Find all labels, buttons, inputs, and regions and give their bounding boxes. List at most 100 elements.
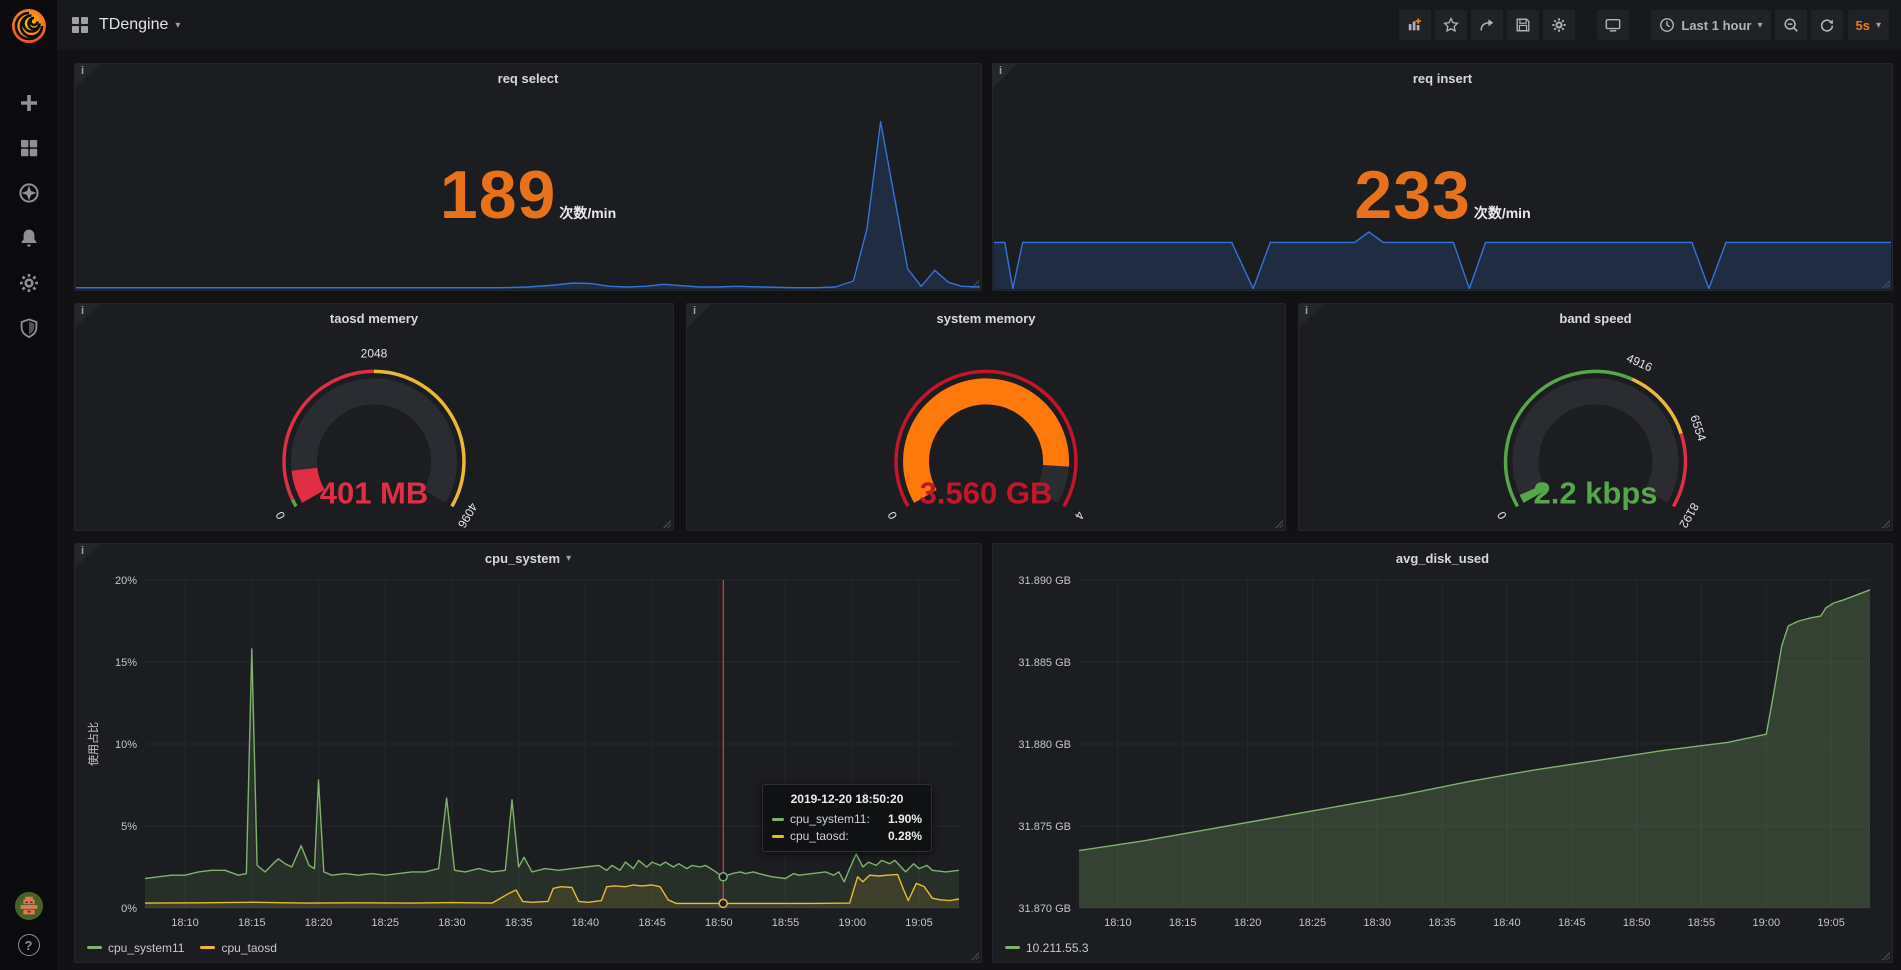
- panel-resize-handle[interactable]: [1273, 518, 1283, 528]
- panel-info-corner[interactable]: [1299, 304, 1323, 328]
- server-admin-shield-icon[interactable]: [18, 317, 40, 339]
- panel-resize-handle[interactable]: [969, 278, 979, 288]
- gauge-taosd-memery: 0 2048 4096 401 MB: [83, 332, 665, 530]
- panel-info-corner[interactable]: [75, 64, 99, 88]
- dashboard-settings-button[interactable]: [1543, 10, 1576, 40]
- x-tick-label: 18:10: [1104, 917, 1132, 929]
- gauge-value-text: 401 MB: [320, 475, 429, 510]
- series-line: [144, 648, 960, 883]
- gauge-value-text: 3.560 GB: [920, 475, 1053, 510]
- y-axis-title: 使用占比: [86, 722, 100, 766]
- legend-color-dash: [1005, 946, 1020, 949]
- x-tick-label: 18:20: [305, 917, 333, 929]
- gauge-threshold-arc: [1631, 377, 1683, 435]
- avg-disk-used-chart[interactable]: 31.870 GB 31.875 GB 31.880 GB 31.885 GB 31.8…: [1001, 572, 1884, 939]
- legend-item[interactable]: 10.211.55.3: [1005, 941, 1089, 955]
- y-tick-label: 31.870 GB: [1018, 903, 1071, 915]
- x-tick-label: 18:50: [1623, 917, 1651, 929]
- x-tick-label: 18:20: [1234, 917, 1262, 929]
- sparkline: [76, 113, 981, 289]
- chart-legend: cpu_system11 cpu_taosd: [83, 939, 973, 956]
- tv-cycle-view-button[interactable]: [1597, 10, 1630, 40]
- panel-taosd-memery: i taosd memery 0 2048 4096 401 MB: [74, 303, 674, 531]
- x-tick-label: 18:40: [1493, 917, 1521, 929]
- panel-resize-handle[interactable]: [969, 950, 979, 960]
- panel-info-corner[interactable]: [993, 64, 1017, 88]
- time-range-label: Last 1 hour: [1681, 17, 1752, 33]
- panel-info-corner[interactable]: [75, 304, 99, 328]
- time-range-picker[interactable]: Last 1 hour ▾: [1651, 10, 1771, 40]
- series-line: [144, 873, 960, 905]
- save-dashboard-button[interactable]: [1507, 10, 1540, 40]
- gauge-scale-label: 6554: [1687, 413, 1709, 443]
- gauge-threshold-arc: [1503, 369, 1633, 508]
- cpu-system-chart[interactable]: 0% 5% 10% 15% 20% 18:10 18:15 18:20 18:25 18:30 18…: [83, 572, 973, 939]
- info-icon: i: [81, 305, 85, 317]
- grafana-logo[interactable]: [9, 6, 49, 46]
- series-color-dash: [772, 817, 784, 821]
- configuration-gear-icon[interactable]: [18, 272, 40, 294]
- x-tick-label: 18:50: [705, 917, 733, 929]
- refresh-interval-dropdown[interactable]: 5s ▾: [1847, 10, 1889, 40]
- user-avatar[interactable]: [14, 892, 43, 920]
- y-tick-label: 20%: [115, 575, 137, 587]
- panel-title[interactable]: band speed: [1559, 310, 1632, 326]
- zoom-out-time-button[interactable]: [1774, 10, 1807, 40]
- panel-info-corner[interactable]: [687, 304, 711, 328]
- gauge-system-memory: 0 4 3.560 GB: [695, 332, 1277, 528]
- panel-resize-handle[interactable]: [1880, 278, 1890, 288]
- chart-tooltip: 2019-12-20 18:50:20 cpu_system11: 1.90% …: [762, 784, 932, 852]
- gauge-svg: 0 4 3.560 GB: [885, 369, 1087, 522]
- info-icon: i: [693, 305, 697, 317]
- panel-req-select: i req select 189 次数/min: [74, 63, 982, 291]
- legend-item[interactable]: cpu_taosd: [200, 941, 277, 955]
- legend-item[interactable]: cpu_system11: [87, 941, 184, 955]
- tooltip-series-name: cpu_taosd:: [790, 829, 849, 843]
- panel-title[interactable]: req insert: [1412, 70, 1473, 86]
- alerting-bell-icon[interactable]: [18, 227, 40, 249]
- gauge-threshold-arc: [1671, 433, 1688, 508]
- tooltip-series-value: 1.90%: [887, 812, 922, 826]
- panel-title[interactable]: req select: [497, 70, 559, 86]
- gauge-threshold-arc: [291, 499, 298, 508]
- dashboard-title-dropdown[interactable]: TDengine ▾: [99, 16, 180, 34]
- stat-number: 189: [439, 157, 557, 233]
- add-panel-button[interactable]: [1399, 10, 1432, 40]
- x-tick-label: 18:10: [171, 917, 199, 929]
- gauge-threshold-arc: [282, 369, 375, 501]
- panel-title[interactable]: taosd memery: [329, 310, 419, 326]
- gauge-value-arc: [1519, 484, 1547, 503]
- gauge-threshold-arc: [894, 369, 1078, 508]
- x-tick-label: 18:35: [505, 917, 533, 929]
- panel-title[interactable]: cpu_system ▾: [484, 550, 572, 566]
- gauge-svg: 0 4916 6554 8192 2.2 kbps: [1494, 351, 1709, 531]
- top-navbar: TDengine ▾ Last 1 hour ▾: [57, 0, 1901, 50]
- gauge-scale-label: 8192: [1676, 500, 1702, 528]
- y-tick-label: 31.875 GB: [1018, 821, 1071, 833]
- series-color-dash: [772, 834, 784, 838]
- panel-info-corner[interactable]: [75, 544, 99, 568]
- create-plus-icon[interactable]: [18, 92, 40, 114]
- explore-compass-icon[interactable]: [18, 182, 40, 204]
- chevron-down-icon: ▾: [1757, 19, 1763, 31]
- singlestat-value: 189 次数/min: [75, 156, 981, 234]
- y-tick-label: 0%: [121, 903, 137, 915]
- panel-title[interactable]: avg_disk_used: [1395, 550, 1490, 566]
- star-dashboard-button[interactable]: [1435, 10, 1468, 40]
- x-tick-label: 18:45: [1558, 917, 1586, 929]
- panel-resize-handle[interactable]: [1880, 950, 1890, 960]
- gauge-band-speed: 0 4916 6554 8192 2.2 kbps: [1307, 332, 1884, 531]
- gauge-scale-label: 0: [1494, 509, 1510, 522]
- dashboards-icon[interactable]: [18, 137, 40, 159]
- panel-title[interactable]: system memory: [936, 310, 1036, 326]
- panel-resize-handle[interactable]: [1880, 518, 1890, 528]
- help-icon[interactable]: ?: [17, 934, 40, 956]
- panel-resize-handle[interactable]: [661, 518, 671, 528]
- gauge-scale-label: 4096: [455, 500, 481, 528]
- y-tick-label: 31.885 GB: [1018, 657, 1071, 669]
- tooltip-row: cpu_system11: 1.90%: [772, 812, 922, 826]
- refresh-button[interactable]: [1810, 10, 1843, 40]
- share-dashboard-button[interactable]: [1471, 10, 1504, 40]
- tooltip-row: cpu_taosd: 0.28%: [772, 829, 922, 843]
- tooltip-series-value: 0.28%: [887, 829, 922, 843]
